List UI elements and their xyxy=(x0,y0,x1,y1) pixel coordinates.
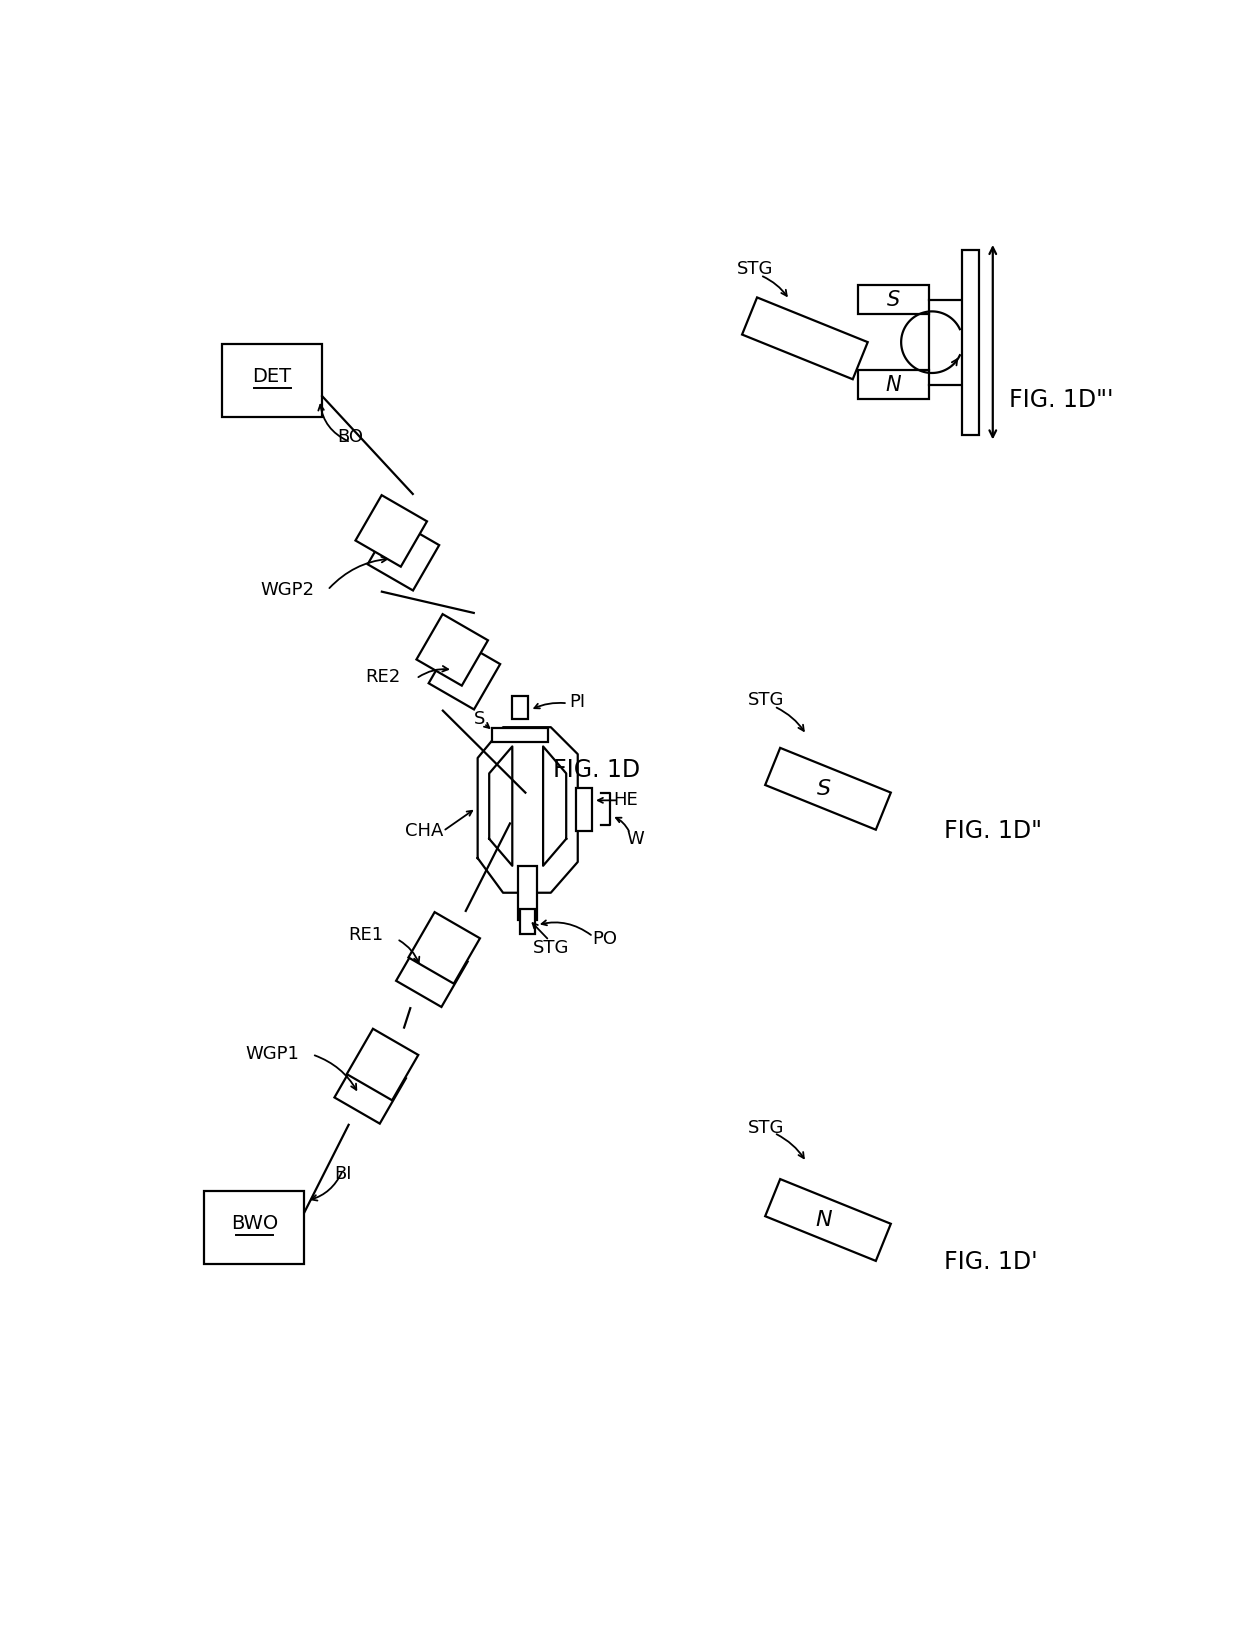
Polygon shape xyxy=(765,1179,890,1260)
Text: STG: STG xyxy=(737,260,773,278)
Text: N: N xyxy=(885,374,901,395)
Polygon shape xyxy=(335,1052,405,1124)
Bar xyxy=(492,728,548,741)
Polygon shape xyxy=(408,912,480,984)
Text: S: S xyxy=(887,289,900,311)
Text: S: S xyxy=(474,711,486,728)
Text: BO: BO xyxy=(337,428,363,446)
Polygon shape xyxy=(858,285,929,314)
Text: DET: DET xyxy=(253,367,291,387)
Text: RE1: RE1 xyxy=(348,927,383,945)
Text: BWO: BWO xyxy=(231,1215,278,1234)
Polygon shape xyxy=(347,1029,418,1101)
Text: PO: PO xyxy=(593,930,618,948)
Polygon shape xyxy=(429,637,500,709)
Text: WGP2: WGP2 xyxy=(260,580,315,598)
Bar xyxy=(512,696,528,719)
Polygon shape xyxy=(742,298,868,379)
Text: RE2: RE2 xyxy=(366,668,401,686)
Text: FIG. 1D"': FIG. 1D"' xyxy=(1009,389,1114,411)
Polygon shape xyxy=(765,748,890,829)
Bar xyxy=(962,250,978,434)
Polygon shape xyxy=(417,615,489,686)
Text: PI: PI xyxy=(569,693,585,711)
Polygon shape xyxy=(222,345,322,418)
Bar xyxy=(577,789,591,831)
Text: WGP1: WGP1 xyxy=(246,1046,299,1063)
Text: N: N xyxy=(816,1210,832,1229)
Polygon shape xyxy=(205,1192,304,1265)
Text: FIG. 1D": FIG. 1D" xyxy=(944,820,1042,844)
Text: STG: STG xyxy=(748,1119,785,1137)
Text: STG: STG xyxy=(748,691,785,709)
Text: W: W xyxy=(626,829,645,847)
Text: CHA: CHA xyxy=(404,823,443,841)
Text: FIG. 1D: FIG. 1D xyxy=(553,758,641,782)
Bar xyxy=(520,909,536,933)
Polygon shape xyxy=(356,496,427,567)
Polygon shape xyxy=(396,935,467,1006)
Text: BI: BI xyxy=(334,1164,352,1182)
Bar xyxy=(518,865,537,920)
Text: STG: STG xyxy=(533,940,569,958)
Text: FIG. 1D': FIG. 1D' xyxy=(944,1250,1037,1275)
Polygon shape xyxy=(367,519,439,590)
Text: HE: HE xyxy=(613,792,637,810)
Polygon shape xyxy=(858,369,929,398)
Text: S: S xyxy=(817,779,831,798)
